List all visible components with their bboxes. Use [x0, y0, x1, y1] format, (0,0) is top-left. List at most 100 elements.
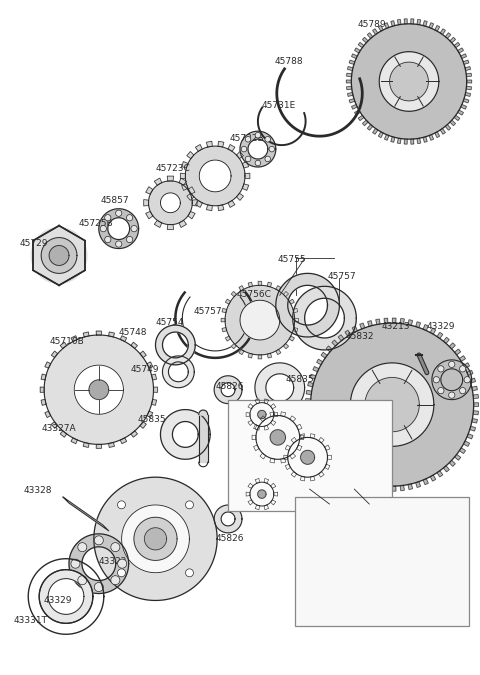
- Text: 45825A: 45825A: [278, 402, 312, 410]
- Polygon shape: [297, 424, 302, 430]
- Circle shape: [116, 210, 122, 217]
- Circle shape: [255, 132, 261, 138]
- Polygon shape: [423, 325, 428, 331]
- Polygon shape: [239, 350, 244, 354]
- Polygon shape: [199, 160, 231, 192]
- Polygon shape: [248, 282, 252, 287]
- Circle shape: [100, 225, 107, 232]
- Polygon shape: [71, 335, 77, 342]
- Polygon shape: [41, 400, 46, 405]
- Polygon shape: [362, 120, 368, 126]
- Polygon shape: [332, 463, 338, 469]
- Polygon shape: [83, 442, 89, 448]
- Circle shape: [131, 225, 137, 232]
- Polygon shape: [206, 205, 212, 211]
- Circle shape: [78, 543, 87, 551]
- Polygon shape: [185, 146, 245, 206]
- Polygon shape: [271, 483, 276, 488]
- Polygon shape: [276, 286, 281, 291]
- Polygon shape: [237, 152, 243, 159]
- Circle shape: [245, 136, 251, 142]
- Polygon shape: [411, 139, 414, 144]
- Text: 45755: 45755: [278, 255, 306, 265]
- Polygon shape: [167, 225, 174, 230]
- Polygon shape: [195, 144, 202, 151]
- Polygon shape: [41, 238, 77, 273]
- Polygon shape: [281, 412, 286, 416]
- Polygon shape: [264, 399, 269, 404]
- Polygon shape: [293, 308, 298, 313]
- Polygon shape: [449, 460, 455, 466]
- Polygon shape: [391, 136, 395, 142]
- Polygon shape: [248, 421, 253, 425]
- Polygon shape: [459, 356, 466, 361]
- Text: 45857: 45857: [101, 196, 130, 205]
- Polygon shape: [306, 407, 311, 410]
- Circle shape: [111, 576, 120, 585]
- Polygon shape: [231, 292, 237, 296]
- Polygon shape: [295, 319, 299, 322]
- Polygon shape: [271, 404, 276, 409]
- Polygon shape: [260, 453, 266, 459]
- Text: 43323: 43323: [272, 454, 300, 463]
- Polygon shape: [472, 386, 477, 391]
- Polygon shape: [435, 132, 440, 138]
- Text: 45835: 45835: [339, 572, 368, 582]
- Polygon shape: [181, 161, 188, 168]
- Polygon shape: [378, 26, 383, 31]
- Polygon shape: [187, 193, 194, 200]
- Text: 43329: 43329: [427, 322, 456, 331]
- Polygon shape: [51, 351, 58, 358]
- Polygon shape: [324, 445, 330, 450]
- Polygon shape: [459, 448, 466, 454]
- Polygon shape: [255, 505, 260, 510]
- Text: 43322: 43322: [99, 557, 127, 566]
- Circle shape: [116, 241, 122, 247]
- Polygon shape: [255, 399, 260, 404]
- Polygon shape: [445, 33, 451, 38]
- Polygon shape: [240, 300, 280, 340]
- Polygon shape: [332, 340, 338, 346]
- Polygon shape: [283, 344, 288, 349]
- Polygon shape: [444, 466, 449, 472]
- Polygon shape: [429, 134, 433, 140]
- Polygon shape: [308, 382, 313, 387]
- Circle shape: [265, 156, 271, 162]
- Polygon shape: [411, 19, 414, 24]
- Polygon shape: [435, 26, 440, 31]
- Text: 45825A: 45825A: [272, 475, 306, 484]
- Polygon shape: [440, 128, 445, 134]
- Polygon shape: [306, 390, 312, 394]
- Polygon shape: [148, 181, 192, 225]
- Polygon shape: [270, 412, 275, 416]
- Polygon shape: [293, 327, 298, 332]
- Polygon shape: [423, 136, 427, 142]
- Polygon shape: [393, 318, 396, 323]
- Polygon shape: [289, 299, 294, 304]
- Text: 45732B: 45732B: [230, 134, 264, 143]
- Polygon shape: [372, 128, 378, 134]
- Polygon shape: [355, 110, 360, 115]
- Polygon shape: [455, 349, 461, 355]
- Polygon shape: [351, 54, 357, 59]
- Polygon shape: [192, 200, 197, 206]
- Circle shape: [118, 501, 125, 509]
- Polygon shape: [120, 438, 127, 443]
- Text: 45757: 45757: [193, 307, 222, 316]
- Polygon shape: [326, 458, 332, 463]
- Polygon shape: [393, 486, 396, 491]
- Polygon shape: [45, 411, 51, 418]
- Polygon shape: [466, 86, 471, 90]
- Polygon shape: [470, 427, 476, 431]
- Polygon shape: [83, 332, 89, 337]
- Polygon shape: [390, 62, 429, 101]
- Polygon shape: [368, 483, 372, 489]
- Polygon shape: [246, 492, 250, 496]
- Bar: [228, 400, 392, 511]
- Polygon shape: [300, 433, 305, 438]
- Polygon shape: [365, 377, 419, 432]
- Polygon shape: [167, 176, 174, 181]
- Polygon shape: [327, 455, 331, 460]
- Polygon shape: [264, 479, 269, 483]
- Polygon shape: [225, 286, 295, 355]
